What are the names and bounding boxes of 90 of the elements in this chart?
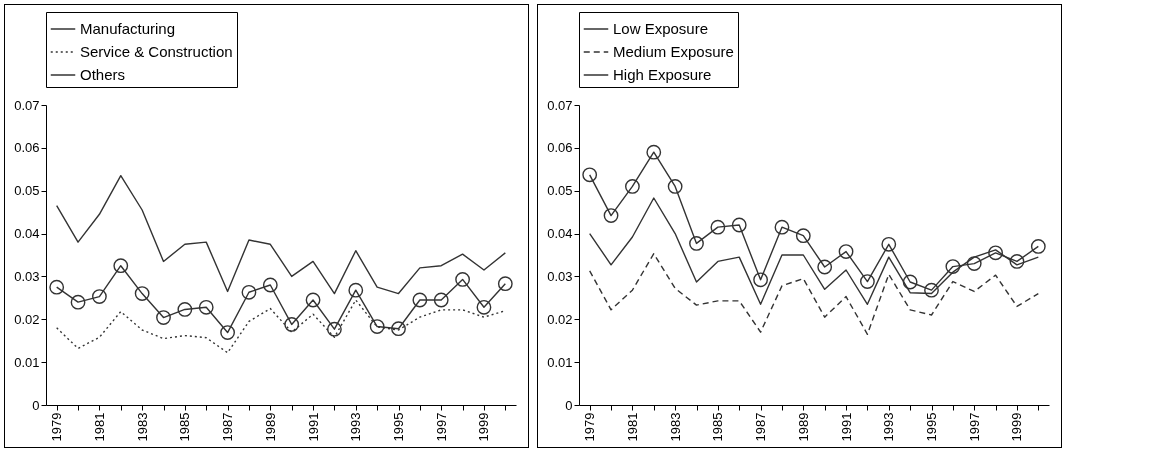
point (860, 274, 875, 289)
x-tick-label: 1981 (91, 412, 107, 442)
point (603, 208, 619, 223)
point (667, 179, 683, 194)
point (689, 236, 704, 251)
y-tick-label: 0.04 (547, 226, 573, 242)
point (327, 321, 342, 337)
line-series (55, 175, 507, 295)
point (134, 286, 150, 301)
y-tick-label: 0.02 (14, 311, 40, 327)
x-tick-label: 1981 (624, 412, 640, 442)
point (433, 292, 449, 308)
point (902, 274, 918, 290)
point (476, 299, 492, 315)
point (241, 284, 257, 300)
y-tick-label: 0.05 (14, 183, 40, 199)
x-tick-label: 1989 (795, 412, 811, 442)
y-tick-label: 0.02 (547, 311, 573, 327)
point (731, 217, 747, 233)
point (795, 228, 811, 244)
legend-label: Medium Exposure (613, 43, 734, 60)
x-tick-label: 1999 (1009, 412, 1025, 442)
point (455, 272, 470, 287)
x-tick-label: 1979 (582, 412, 598, 442)
point (966, 256, 982, 271)
point (284, 317, 300, 332)
x-tick-label: 1987 (220, 412, 236, 442)
x-tick-label: 1991 (305, 412, 321, 442)
point (646, 144, 662, 160)
legend-label: Others (80, 66, 126, 83)
point (924, 282, 939, 298)
point (369, 319, 385, 334)
x-tick-label: 1985 (710, 412, 726, 442)
point (945, 259, 961, 274)
y-tick-label: 0.07 (547, 97, 573, 113)
x-tick-label: 1983 (134, 412, 150, 442)
point (177, 302, 193, 317)
x-tick-label: 1997 (433, 412, 449, 442)
x-tick-label: 1991 (838, 412, 854, 442)
point (988, 245, 1003, 261)
line-series (588, 253, 1040, 335)
x-tick-label: 1995 (924, 412, 939, 442)
legend-label: Service & Construction (80, 43, 233, 60)
y-tick-label: 0.06 (14, 140, 40, 156)
point (1009, 254, 1025, 269)
point (113, 258, 129, 274)
point (838, 244, 854, 259)
point (49, 279, 65, 295)
x-tick-label: 1989 (262, 412, 278, 442)
point (198, 299, 214, 315)
y-tick-label: 0.06 (547, 140, 573, 156)
y-tick-label: 0 (565, 397, 573, 413)
x-tick-label: 1997 (966, 412, 982, 442)
x-tick-label: 1999 (476, 412, 492, 442)
point (1030, 239, 1046, 254)
point (881, 236, 897, 252)
point (753, 272, 768, 288)
point (497, 276, 513, 292)
legend-label: Manufacturing (80, 20, 176, 37)
y-tick-label: 0.01 (547, 354, 573, 370)
point (220, 325, 235, 340)
point (70, 294, 86, 310)
point (625, 179, 640, 194)
point (262, 277, 278, 293)
legend-label: Low Exposure (613, 20, 709, 37)
point (582, 167, 598, 183)
x-tick-label: 1983 (667, 412, 683, 442)
y-tick-label: 0 (32, 397, 40, 413)
y-tick-label: 0.01 (14, 354, 40, 370)
x-tick-label: 1985 (177, 412, 193, 442)
point (710, 219, 726, 235)
y-tick-label: 0.03 (547, 268, 573, 284)
x-tick-label: 1995 (391, 412, 406, 442)
x-tick-label: 1987 (753, 412, 769, 442)
point (412, 292, 428, 308)
y-tick-label: 0.04 (14, 226, 40, 242)
y-tick-label: 0.03 (14, 268, 40, 284)
legend-label: High Exposure (613, 66, 712, 83)
point (817, 259, 833, 275)
point (305, 292, 321, 308)
x-tick-label: 1993 (881, 412, 897, 442)
point (774, 219, 790, 235)
point (391, 321, 406, 337)
y-tick-label: 0.07 (14, 97, 40, 113)
y-tick-label: 0.05 (547, 183, 573, 199)
point (156, 310, 171, 325)
x-tick-label: 1993 (348, 412, 364, 442)
point (348, 282, 364, 298)
point (92, 289, 107, 304)
x-tick-label: 1979 (49, 412, 65, 442)
